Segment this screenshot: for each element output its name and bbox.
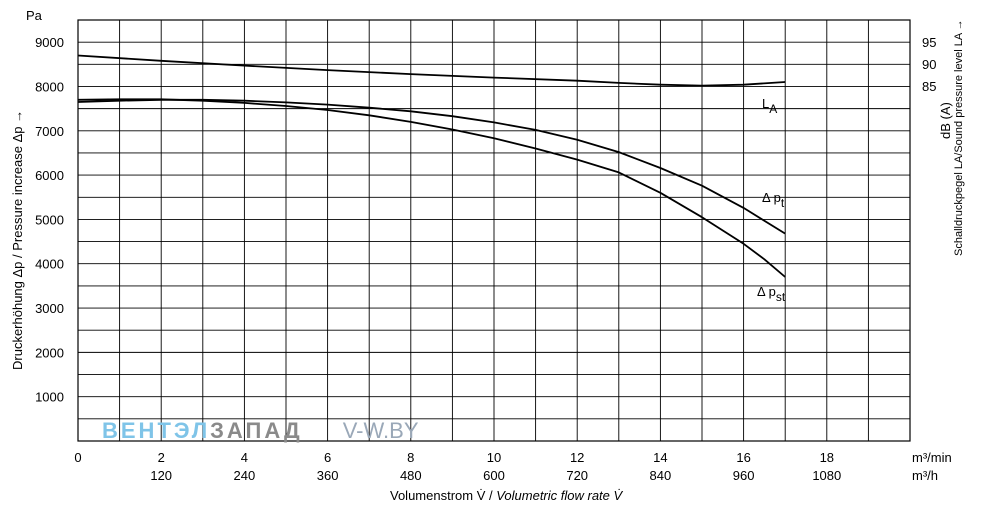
curves <box>77 54 786 278</box>
x-axis-title-en: Volumetric flow rate V̇ <box>496 488 623 503</box>
y-tick-label: 3000 <box>35 301 64 316</box>
x-tick-label-m3h: 720 <box>566 468 588 483</box>
y-tick-label: 8000 <box>35 79 64 94</box>
watermark-part-1: ВЕНТЭЛ <box>102 418 210 443</box>
y2-tick-label: 95 <box>922 35 936 50</box>
x-tick-label-m3h: 1080 <box>812 468 841 483</box>
x-axis-title: Volumenstrom V̇ / Volumetric flow rate V… <box>390 488 623 503</box>
x-tick-label-m3h: 840 <box>650 468 672 483</box>
x-tick-label-m3min: 16 <box>736 450 750 465</box>
x-tick-label-m3h: 120 <box>150 468 172 483</box>
y-tick-label: 1000 <box>35 390 64 405</box>
x-tick-label-m3min: 12 <box>570 450 584 465</box>
curve-labels: LAΔ ptΔ pst <box>757 96 786 304</box>
y-tick-label: 5000 <box>35 212 64 227</box>
y-unit-label: Pa <box>26 8 43 23</box>
x-tick-label-m3min: 0 <box>74 450 81 465</box>
x-tick-label-m3min: 18 <box>820 450 834 465</box>
x-tick-label-m3min: 10 <box>487 450 501 465</box>
y-tick-label: 6000 <box>35 168 64 183</box>
y2-axis-title: Schalldruckpegel LA/Sound pressure level… <box>953 19 965 256</box>
x-tick-label-m3min: 14 <box>653 450 667 465</box>
watermark-part-3: V-W.BY <box>343 418 419 443</box>
curve-label-sub: st <box>776 290 786 304</box>
x-tick-label-m3h: 360 <box>317 468 339 483</box>
x-tick-label-m3min: 4 <box>241 450 248 465</box>
y-tick-label: 9000 <box>35 35 64 50</box>
y-axis-ticks: 1000 2000 3000 4000 5000 6000 7000 8000 9000 <box>35 35 64 405</box>
x-tick-label-m3min: 6 <box>324 450 331 465</box>
curve-label-sub: t <box>781 196 785 210</box>
curve-label-3: Δ pst <box>757 284 786 304</box>
curve-label-main: Δ p <box>762 190 781 205</box>
curve-label-main: L <box>762 96 769 111</box>
x-axis-ticks: 0 2 4 6 8 10 12 14 16 18 120 240 360 480 600 720 840 960 1… <box>74 450 841 483</box>
x-tick-label-m3min: 8 <box>407 450 414 465</box>
curve-label-1: LA <box>762 96 777 116</box>
watermark: ВЕНТЭЛЗАПАД V-W.BY <box>102 418 419 443</box>
y2-axis-ticks: 95 90 85 <box>922 35 936 94</box>
watermark-part-2: ЗАПАД <box>210 418 303 443</box>
x-unit-m3h: m³/h <box>912 468 938 483</box>
curve-label-main: Δ p <box>757 284 776 299</box>
y-tick-label: 7000 <box>35 124 64 139</box>
curve-label-2: Δ pt <box>762 190 785 210</box>
grid <box>77 19 911 442</box>
curve-series-3 <box>77 98 786 278</box>
x-unit-m3min: m³/min <box>912 450 952 465</box>
y2-tick-label: 90 <box>922 57 936 72</box>
x-tick-label-m3min: 2 <box>158 450 165 465</box>
y2-unit-label: dB (A) <box>938 102 953 139</box>
curve-label-sub: A <box>769 102 777 116</box>
x-tick-label-m3h: 960 <box>733 468 755 483</box>
x-tick-label-m3h: 240 <box>234 468 256 483</box>
y-tick-label: 4000 <box>35 257 64 272</box>
curve-series-1 <box>77 54 786 87</box>
x-tick-label-m3h: 480 <box>400 468 422 483</box>
x-tick-label-m3h: 600 <box>483 468 505 483</box>
curve-series-2 <box>77 98 786 235</box>
y2-tick-label: 85 <box>922 79 936 94</box>
x-axis-title-de: Volumenstrom V̇ / <box>390 488 496 503</box>
y-tick-label: 2000 <box>35 345 64 360</box>
y-axis-title: Druckerhöhung Δp / Pressure increase Δp … <box>10 110 25 370</box>
